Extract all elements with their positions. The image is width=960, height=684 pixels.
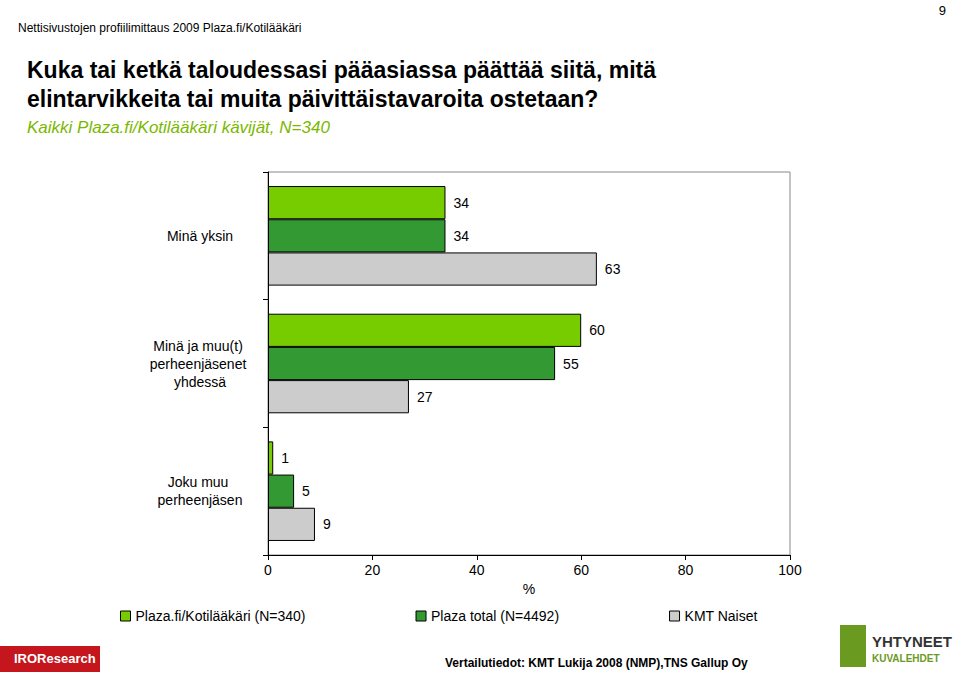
svg-text:80: 80 [678, 562, 694, 578]
svg-text:Minä yksin: Minä yksin [167, 228, 233, 244]
svg-text:Plaza total (N=4492): Plaza total (N=4492) [431, 608, 559, 624]
svg-text:55: 55 [563, 356, 579, 372]
svg-text:27: 27 [417, 389, 433, 405]
svg-text:63: 63 [605, 261, 621, 277]
svg-text:1: 1 [281, 450, 289, 466]
svg-text:Joku muu: Joku muu [168, 474, 233, 490]
svg-text:40: 40 [469, 562, 485, 578]
svg-text:9: 9 [323, 516, 331, 532]
svg-text:Nettisivustojen profiilimittau: Nettisivustojen profiilimittaus 2009 Pla… [18, 21, 301, 35]
svg-text:%: % [523, 581, 535, 597]
svg-text:IROResearch: IROResearch [14, 651, 96, 666]
svg-text:Minä ja muu(t): Minä ja muu(t) [153, 338, 246, 354]
svg-text:Vertailutiedot: KMT Lukija 200: Vertailutiedot: KMT Lukija 2008 (NMP),TN… [445, 656, 748, 670]
svg-text:KUVALEHDET: KUVALEHDET [872, 653, 940, 664]
svg-text:perheenjäsenet: perheenjäsenet [150, 356, 250, 372]
svg-text:60: 60 [573, 562, 589, 578]
svg-text:KMT Naiset: KMT Naiset [685, 608, 758, 624]
svg-text:34: 34 [453, 195, 469, 211]
svg-text:elintarvikkeita tai muita päiv: elintarvikkeita tai muita päivittäistava… [27, 86, 598, 112]
svg-text:34: 34 [453, 228, 469, 244]
svg-text:Kaikki Plaza.fi/Kotilääkäri kä: Kaikki Plaza.fi/Kotilääkäri kävijät, N=3… [27, 118, 330, 137]
svg-text:yhdessä: yhdessä [174, 374, 226, 390]
svg-text:Kuka tai ketkä taloudessasi pä: Kuka tai ketkä taloudessasi pääasiassa p… [27, 57, 662, 83]
svg-text:Plaza.fi/Kotilääkäri (N=340): Plaza.fi/Kotilääkäri (N=340) [136, 608, 306, 624]
svg-text:100: 100 [778, 562, 802, 578]
svg-text:60: 60 [589, 322, 605, 338]
svg-text:9: 9 [939, 3, 946, 18]
svg-text:20: 20 [365, 562, 381, 578]
svg-text:5: 5 [302, 483, 310, 499]
svg-text:perheenjäsen: perheenjäsen [158, 492, 243, 508]
svg-text:YHTYNEET: YHTYNEET [872, 633, 952, 650]
svg-text:0: 0 [264, 562, 272, 578]
